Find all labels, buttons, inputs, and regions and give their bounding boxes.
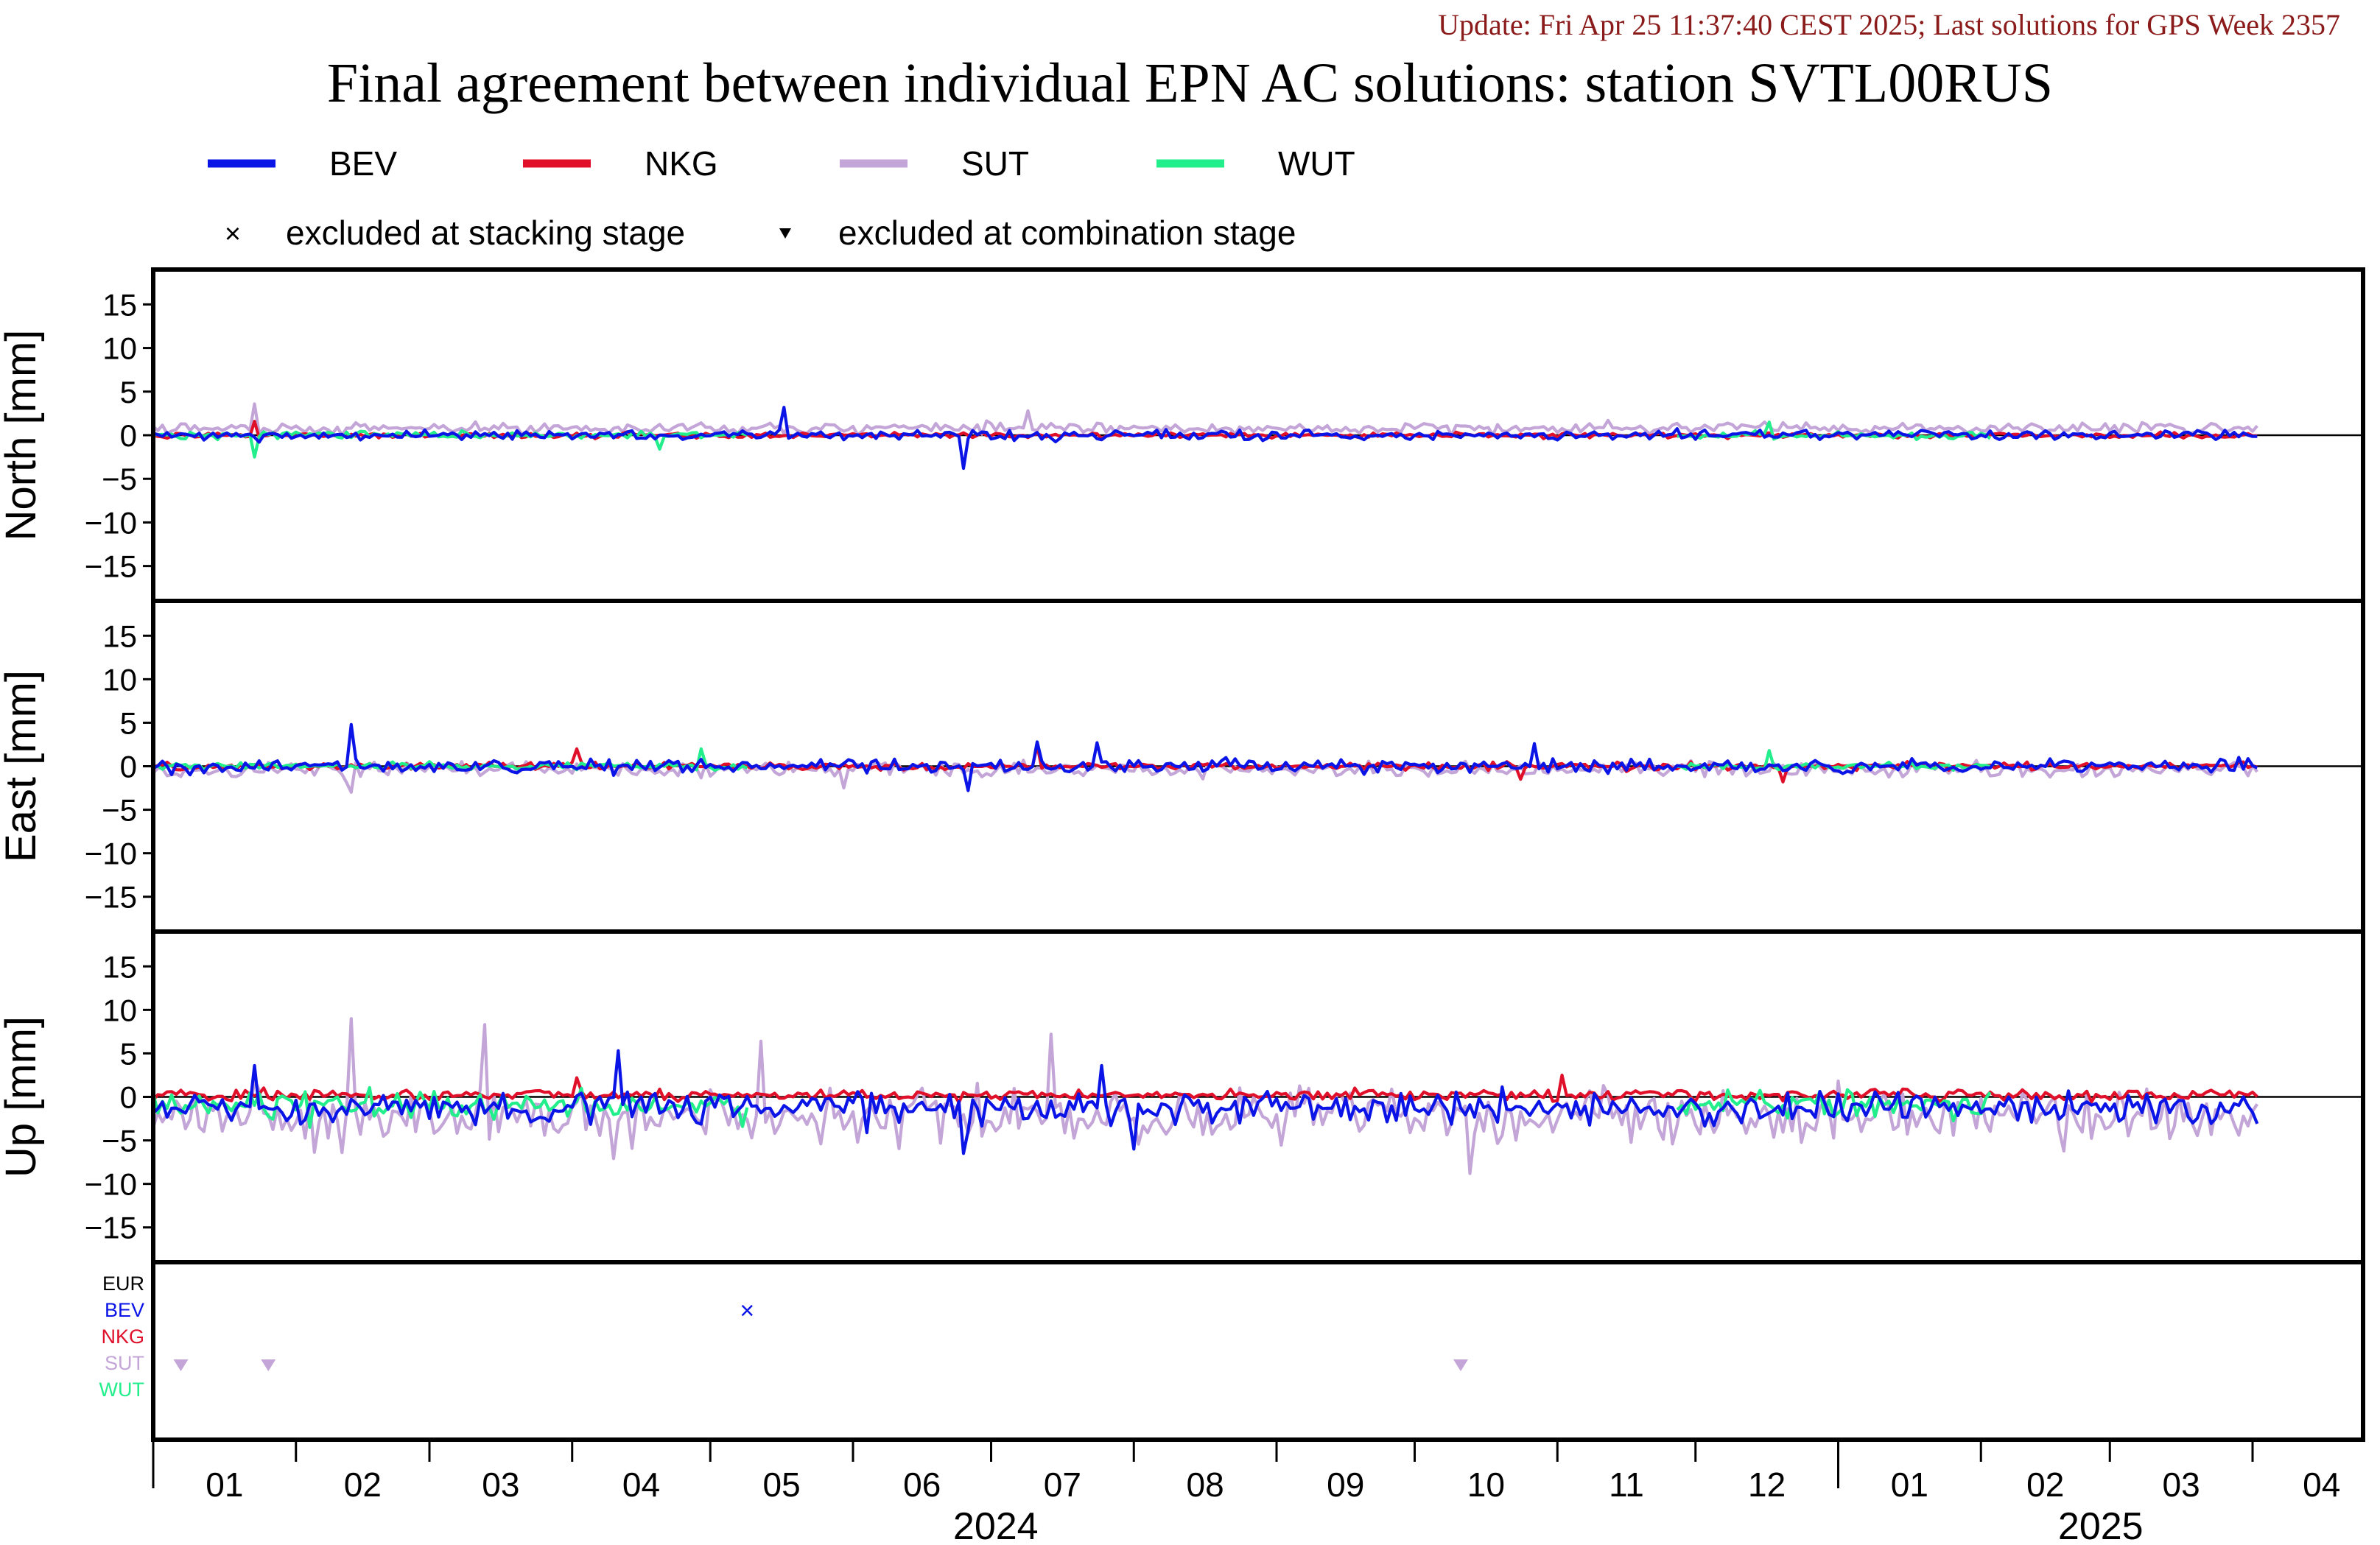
month-tick-label: 02 — [2026, 1465, 2064, 1504]
y-tick-label: 5 — [120, 375, 137, 409]
exclusion-row-label-sut: SUT — [105, 1352, 144, 1374]
time-axis: 01 02 03 04 05 06 07 08 09 10 11 12 01 02 03 04 2024 2025 — [152, 1440, 2340, 1545]
y-tick-label: 15 — [102, 619, 137, 653]
month-tick-label: 09 — [1327, 1465, 1364, 1504]
month-tick-label: 12 — [1748, 1465, 1786, 1504]
legend-item-wut: WUT — [1156, 144, 1355, 183]
legend-label-bev: BEV — [329, 144, 397, 183]
month-tick-label: 07 — [1044, 1465, 1081, 1504]
year-label: 2025 — [2058, 1505, 2144, 1545]
month-tick-label: 10 — [1467, 1465, 1505, 1504]
legend-label-wut: WUT — [1278, 144, 1355, 183]
month-tick-label: 11 — [1609, 1465, 1644, 1504]
series-sut-line — [153, 402, 2258, 437]
figure-title: Final agreement between individual EPN A… — [326, 52, 2054, 114]
combination-exclusion-mark — [261, 1359, 276, 1371]
panel-up: 15 10 5 0 −5 −10 −15 Up [mm] — [0, 929, 2365, 1264]
y-tick-label: −10 — [85, 505, 137, 540]
panels: 15 10 5 0 −5 −10 −15 North [mm] 15 10 5 0 −5 −10 −15 Ea… — [0, 267, 2365, 1442]
y-tick-label: 15 — [102, 949, 137, 984]
month-tick-label: 03 — [2163, 1465, 2200, 1504]
series-bev-line — [153, 722, 2258, 792]
series-sut-line — [153, 1017, 2259, 1175]
legend-label-sut: SUT — [961, 144, 1029, 183]
legend-marker-stacking: × excluded at stacking stage — [225, 214, 685, 252]
panel-north: 15 10 5 0 −5 −10 −15 North [mm] — [0, 267, 2365, 603]
exclusion-row-label-wut: WUT — [99, 1379, 144, 1401]
month-tick-label: 01 — [206, 1465, 243, 1504]
legend-marker-combination: excluded at combination stage — [779, 214, 1296, 252]
y-tick-label: −15 — [85, 880, 137, 915]
y-tick-label: −5 — [102, 1124, 137, 1158]
y-tick-label: 5 — [120, 705, 137, 740]
y-tick-label: −5 — [102, 462, 137, 496]
legend-marker-label: excluded at stacking stage — [286, 214, 685, 252]
month-tick-label: 05 — [763, 1465, 801, 1504]
month-tick-label: 01 — [1891, 1465, 1928, 1504]
series-group — [153, 402, 2258, 471]
combination-exclusion-mark — [173, 1359, 189, 1371]
y-tick-label: −15 — [85, 549, 137, 584]
legend: BEV NKG SUT WUT × excluded at stacking stage e… — [208, 144, 1355, 252]
panel-frame — [151, 1260, 2365, 1442]
series-nkg-line — [153, 1073, 2258, 1105]
y-tick-label: 0 — [120, 750, 137, 784]
series-nkg-line — [153, 744, 2258, 784]
y-tick-label: 10 — [102, 662, 137, 697]
exclusion-row-label-eur: EUR — [102, 1273, 144, 1295]
y-axis-label: North [mm] — [0, 330, 45, 541]
exclusion-panel: EUR BEV NKG SUT WUT × — [99, 1260, 2365, 1442]
panel-east: 15 10 5 0 −5 −10 −15 East [mm] — [0, 599, 2365, 934]
series-bev-line — [153, 1049, 2259, 1155]
y-tick-label: 5 — [120, 1036, 137, 1071]
y-tick-label: −10 — [85, 1167, 137, 1202]
legend-item-sut: SUT — [840, 144, 1029, 183]
y-tick-label: −15 — [85, 1211, 137, 1245]
y-tick-label: 10 — [102, 331, 137, 366]
y-tick-label: 15 — [102, 287, 137, 322]
legend-item-bev: BEV — [208, 144, 397, 183]
series-group — [153, 1017, 2259, 1175]
month-tick-label: 02 — [344, 1465, 382, 1504]
y-axis-label: Up [mm] — [0, 1016, 45, 1178]
month-tick-label: 04 — [2303, 1465, 2340, 1504]
y-tick-label: 0 — [120, 418, 137, 453]
stacking-exclusion-mark: × — [740, 1297, 754, 1325]
month-tick-label: 08 — [1187, 1465, 1224, 1504]
legend-label-nkg: NKG — [645, 144, 718, 183]
combination-exclusion-mark — [1453, 1359, 1468, 1371]
y-tick-label: 0 — [120, 1080, 137, 1115]
y-tick-label: −5 — [102, 793, 137, 828]
month-tick-label: 03 — [482, 1465, 519, 1504]
triangle-down-icon — [779, 228, 791, 239]
legend-item-nkg: NKG — [523, 144, 718, 183]
legend-marker-label: excluded at combination stage — [838, 214, 1296, 252]
update-text: Update: Fri Apr 25 11:37:40 CEST 2025; L… — [1438, 8, 2340, 41]
year-label: 2024 — [953, 1505, 1039, 1545]
exclusion-row-label-nkg: NKG — [101, 1326, 144, 1348]
y-tick-label: 10 — [102, 993, 137, 1027]
exclusion-row-label-bev: BEV — [105, 1299, 144, 1321]
month-tick-label: 04 — [622, 1465, 660, 1504]
month-tick-label: 06 — [903, 1465, 941, 1504]
cross-icon: × — [225, 219, 241, 250]
y-axis-label: East [mm] — [0, 670, 45, 862]
series-bev-line — [153, 406, 2258, 471]
y-tick-label: −10 — [85, 837, 137, 871]
series-group — [153, 722, 2258, 794]
